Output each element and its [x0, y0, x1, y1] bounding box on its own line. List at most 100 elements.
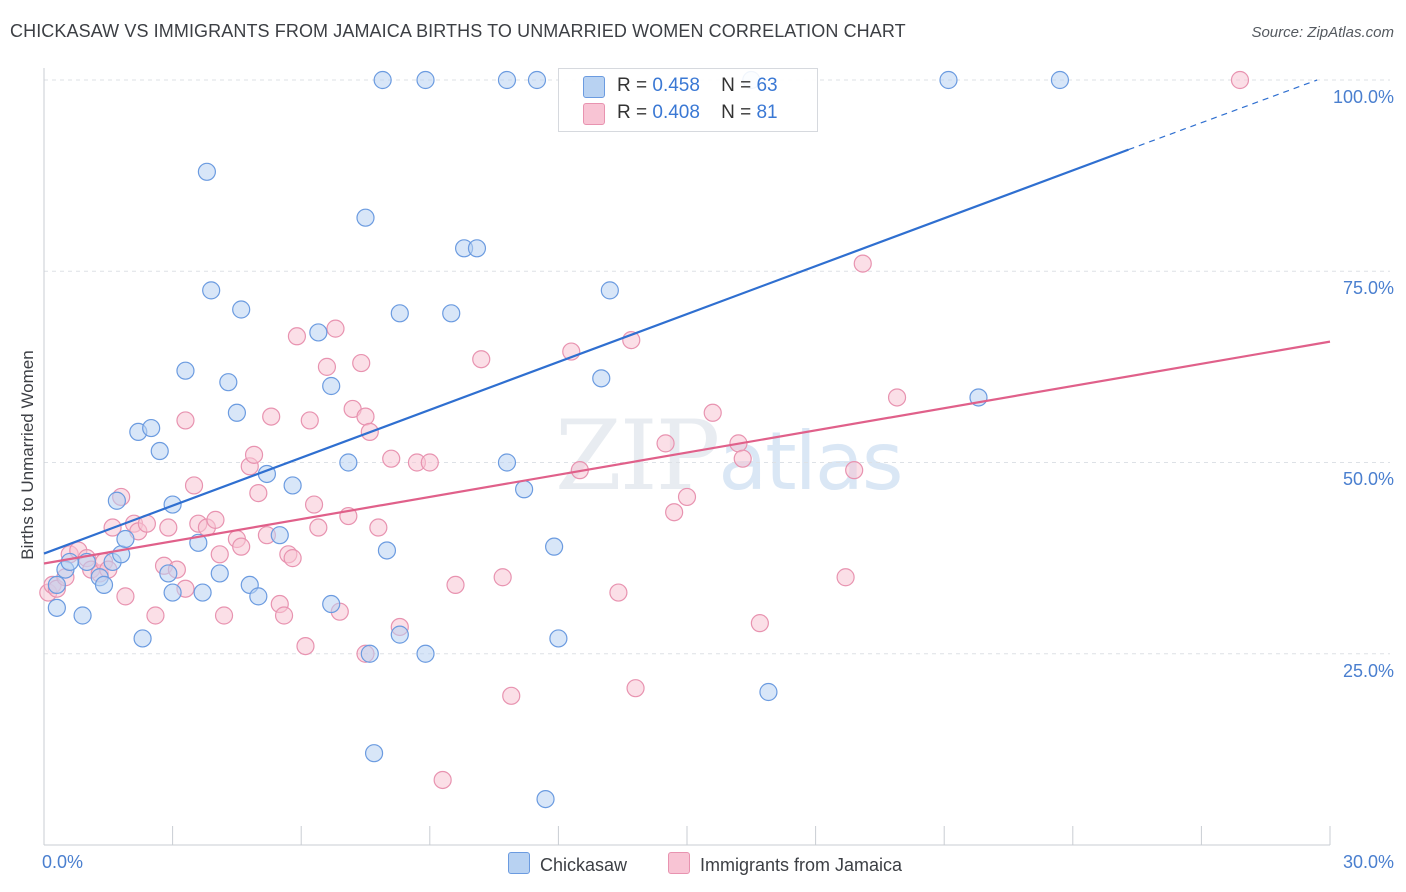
jamaica-point	[262, 407, 281, 426]
jamaica-point	[433, 770, 452, 790]
chickasaw-point	[373, 70, 392, 90]
jamaica-point	[472, 350, 491, 369]
chickasaw-point	[442, 304, 461, 323]
jamaica-trend-line	[43, 340, 1331, 565]
jamaica-point	[750, 614, 769, 633]
jamaica-point	[206, 510, 225, 529]
chickasaw-point	[227, 403, 246, 422]
x-tick-label-min: 0.0%	[42, 852, 84, 872]
chickasaw-point	[600, 281, 619, 300]
jamaica-point	[656, 434, 675, 453]
chickasaw-point	[283, 476, 302, 495]
jamaica-point	[159, 518, 178, 537]
jamaica-point	[249, 484, 268, 503]
jamaica-point	[244, 445, 264, 464]
jamaica-point	[356, 407, 375, 426]
chickasaw-point	[176, 361, 195, 380]
jamaica-point	[626, 679, 645, 698]
chickasaw-point	[163, 583, 182, 602]
legend-r-value: 0.408	[652, 102, 700, 123]
jamaica-point	[665, 503, 684, 522]
jamaica-point	[845, 461, 864, 480]
chickasaw-point	[390, 625, 409, 644]
legend-stats-chickasaw: R = 0.458 N = 63	[617, 75, 778, 97]
jamaica-point	[836, 568, 855, 587]
legend-swatch-chickasaw	[583, 76, 605, 98]
chickasaw-point	[1050, 70, 1070, 90]
jamaica-point	[609, 583, 628, 602]
jamaica-point	[326, 319, 345, 338]
jamaica-point	[304, 495, 324, 514]
chickasaw-point	[356, 208, 375, 227]
jamaica-point	[184, 476, 204, 495]
bottom-legend-label-chickasaw: Chickasaw	[540, 855, 628, 875]
chickasaw-point	[497, 70, 517, 90]
chickasaw-point	[360, 644, 379, 663]
chickasaw-point	[249, 587, 268, 606]
chickasaw-point	[270, 526, 289, 545]
chickasaw-point	[232, 300, 251, 319]
chickasaw-point	[159, 564, 178, 583]
legend-n-value: 63	[756, 75, 778, 96]
axes	[43, 68, 1331, 846]
source-label: Source: ZipAtlas.com	[1251, 24, 1394, 41]
x-tick-label-max: 30.0%	[1342, 852, 1394, 872]
chickasaw-point	[197, 162, 216, 181]
jamaica-point	[116, 587, 135, 606]
jamaica-point	[309, 518, 328, 537]
chickasaw-point	[377, 541, 397, 560]
bottom-legend-label-jamaica: Immigrants from Jamaica	[700, 855, 903, 875]
chickasaw-point	[364, 744, 384, 763]
chickasaw-point	[322, 376, 341, 396]
jamaica-point	[317, 357, 337, 376]
chickasaw-point	[527, 70, 547, 90]
chickasaw-point	[545, 537, 564, 556]
legend-stats-jamaica: R = 0.408 N = 81	[617, 102, 778, 124]
chickasaw-point	[309, 323, 328, 342]
jamaica-point	[493, 568, 512, 587]
chickasaw-point	[416, 644, 435, 663]
jamaica-point	[146, 606, 165, 625]
chickasaw-point	[60, 552, 79, 572]
chickasaw-point	[536, 789, 555, 809]
chickasaw-trend-line	[43, 148, 1129, 555]
legend-n-label: N =	[721, 75, 752, 96]
jamaica-point	[1230, 70, 1250, 90]
jamaica-point	[214, 606, 234, 625]
chickasaw-point	[47, 598, 66, 617]
chickasaw-point	[202, 281, 221, 300]
chickasaw-point	[193, 583, 212, 602]
chickasaw-point	[759, 682, 778, 702]
chickasaw-trend-extension	[1128, 79, 1318, 151]
legend-r-label: R =	[617, 75, 648, 96]
y-tick-label-100: 100.0%	[1332, 87, 1394, 107]
jamaica-point	[703, 403, 722, 422]
y-tick-label-75: 75.0%	[1342, 278, 1394, 298]
chickasaw-point	[939, 70, 958, 90]
trend-lines	[43, 79, 1331, 565]
jamaica-point	[232, 537, 251, 556]
legend-r-value: 0.458	[652, 75, 700, 96]
chickasaw-point	[133, 629, 152, 648]
chickasaw-point	[515, 480, 534, 499]
chickasaw-point	[142, 418, 161, 438]
jamaica-point	[369, 518, 388, 537]
jamaica-point	[300, 411, 319, 430]
jamaica-point	[296, 636, 315, 656]
jamaica-point	[287, 327, 307, 346]
chickasaw-point	[467, 239, 487, 258]
bottom-legend-chickasaw: Chickasaw	[508, 852, 627, 876]
chickasaw-point	[390, 304, 409, 323]
jamaica-point	[420, 453, 439, 472]
jamaica-point	[446, 575, 465, 595]
chickasaw-point	[107, 491, 126, 510]
y-tick-label-50: 50.0%	[1342, 469, 1394, 489]
legend-n-label: N =	[721, 102, 752, 123]
jamaica-point	[502, 686, 521, 705]
y-axis-label: Births to Unmarried Women	[18, 350, 37, 560]
chickasaw-point	[497, 453, 517, 472]
legend: R = 0.458 N = 63 R = 0.408 N = 81	[558, 68, 818, 132]
jamaica-point	[274, 606, 294, 625]
jamaica-point	[733, 449, 752, 468]
